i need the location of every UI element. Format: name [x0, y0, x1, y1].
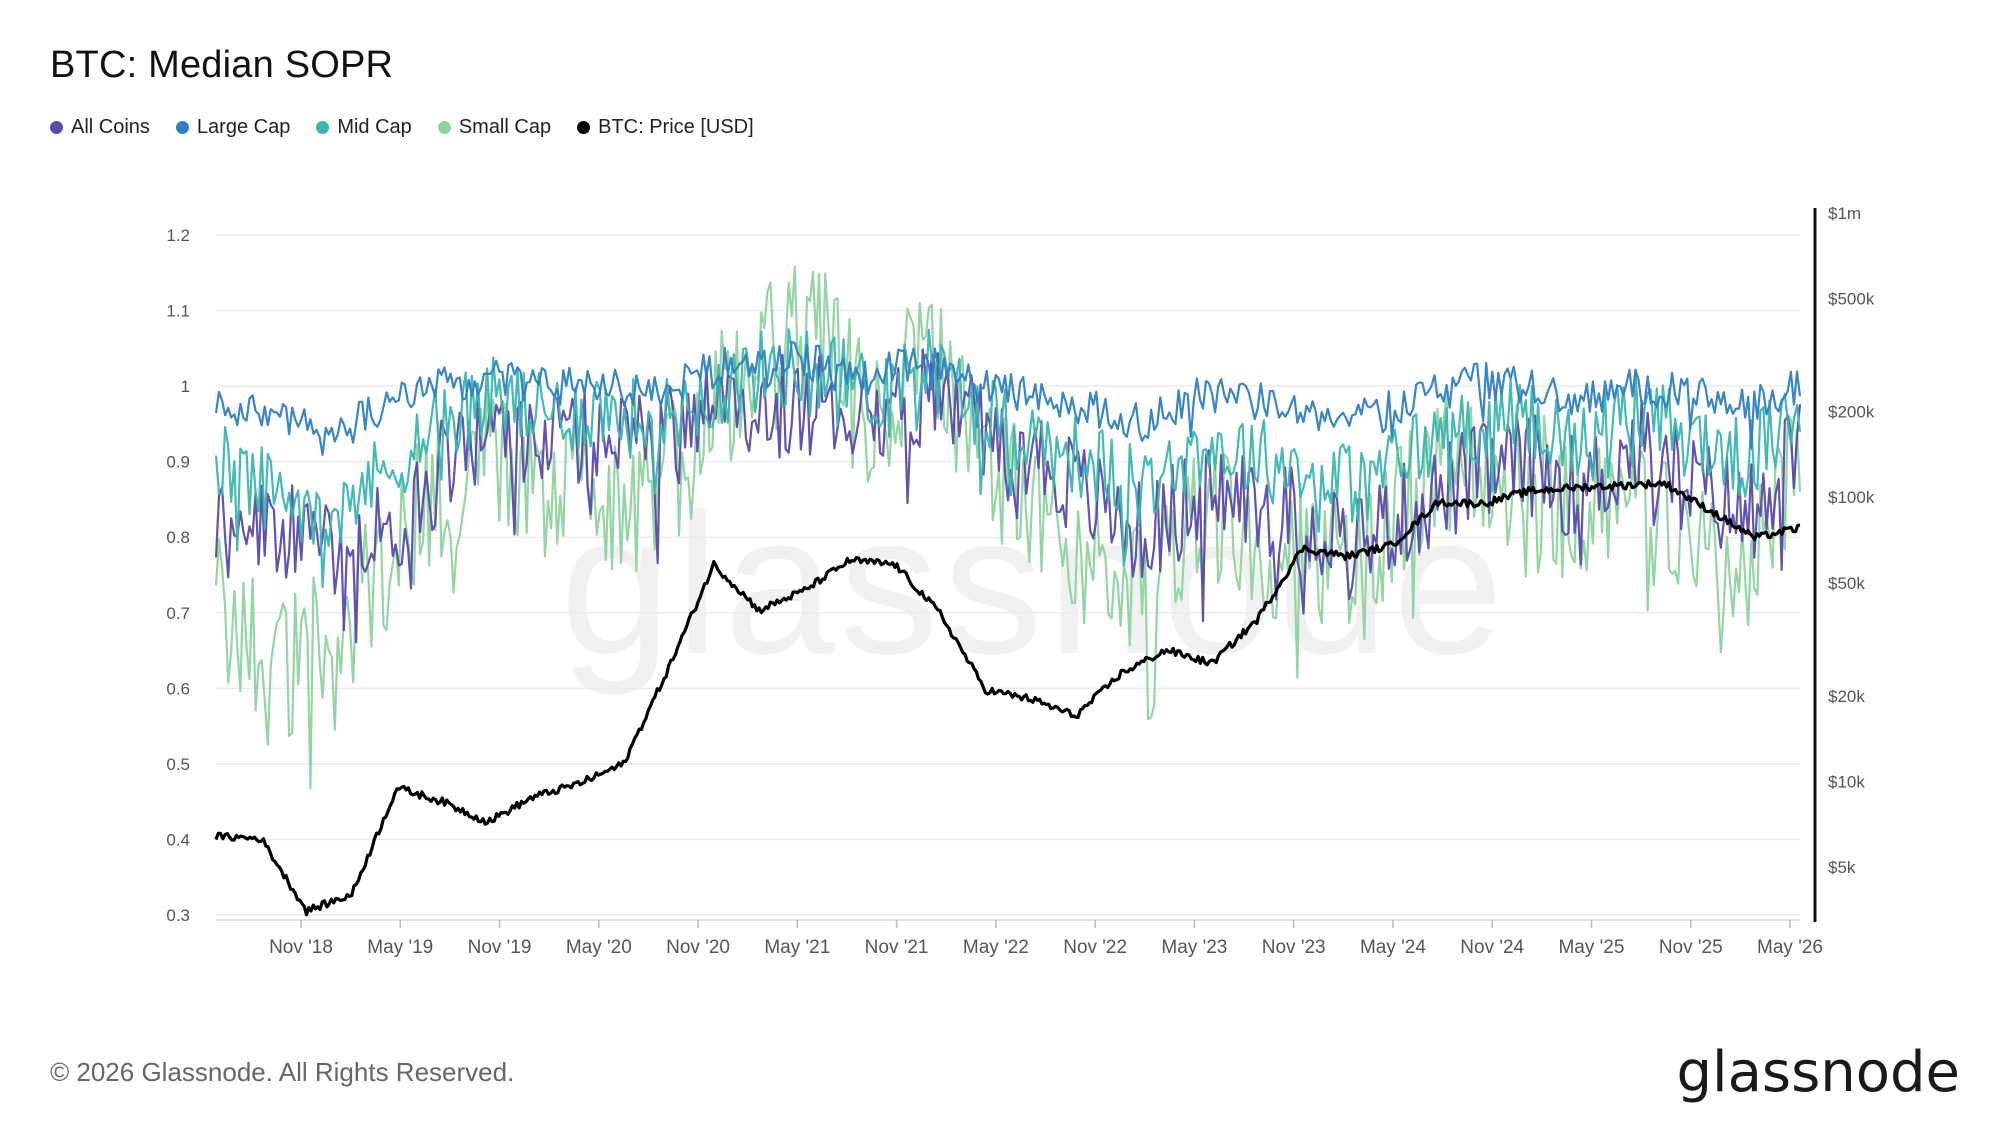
x-tick-label: May '25 — [1558, 937, 1624, 958]
legend-dot-icon — [316, 121, 330, 134]
legend-label: BTC: Price [USD] — [598, 116, 754, 138]
legend-label: Mid Cap — [337, 116, 412, 138]
right-tick-label: $500k — [1828, 290, 1875, 309]
x-tick-label: May '19 — [367, 937, 433, 958]
y-tick-label: 0.7 — [166, 604, 190, 623]
x-tick-label: May '22 — [963, 937, 1029, 958]
y-tick-label: 1.1 — [166, 302, 190, 321]
legend-dot-icon — [175, 121, 189, 134]
x-tick-label: Nov '22 — [1063, 937, 1127, 958]
x-tick-label: Nov '24 — [1460, 937, 1524, 958]
glassnode-logo: glassnode — [1676, 1040, 1960, 1105]
right-tick-label: $100k — [1828, 488, 1875, 507]
legend-item-btc-price[interactable]: BTC: Price [USD] — [577, 116, 754, 139]
legend-item-all-coins[interactable]: All Coins — [50, 116, 150, 139]
x-tick-label: Nov '21 — [865, 937, 929, 958]
copyright-footer: © 2026 Glassnode. All Rights Reserved. — [50, 1057, 515, 1087]
y-tick-label: 0.6 — [166, 679, 190, 698]
chart-title: BTC: Median SOPR — [50, 44, 394, 86]
legend-label: All Coins — [71, 116, 150, 138]
right-tick-label: $20k — [1828, 687, 1865, 706]
legend-dot-icon — [50, 121, 63, 134]
legend-label: Small Cap — [458, 116, 552, 138]
x-tick-label: Nov '23 — [1262, 937, 1326, 958]
right-tick-label: $200k — [1828, 403, 1875, 422]
x-tick-label: May '20 — [566, 937, 632, 958]
legend-item-small-cap[interactable]: Small Cap — [437, 116, 552, 139]
legend-dot-icon — [437, 121, 451, 134]
y-tick-label: 1.2 — [166, 226, 190, 245]
y-tick-label: 0.8 — [166, 528, 190, 547]
series-line-mid-cap — [214, 328, 1802, 589]
right-tick-label: $50k — [1828, 574, 1865, 593]
y-tick-label: 1 — [181, 377, 190, 396]
x-tick-label: May '24 — [1360, 937, 1426, 958]
legend-item-large-cap[interactable]: Large Cap — [175, 116, 291, 139]
y-tick-label: 0.9 — [166, 453, 190, 472]
chart-legend: All Coins Large Cap Mid Cap Small Cap BT… — [50, 116, 754, 139]
x-tick-label: May '23 — [1161, 937, 1227, 958]
x-tick-label: Nov '20 — [666, 937, 730, 958]
x-tick-label: Nov '25 — [1659, 937, 1723, 958]
right-tick-label: $5k — [1828, 858, 1856, 877]
series-line-btc-price — [214, 479, 1801, 917]
y-tick-label: 0.5 — [166, 755, 190, 774]
right-tick-label: $1m — [1828, 204, 1861, 223]
legend-dot-icon — [577, 121, 591, 134]
x-tick-label: May '21 — [764, 937, 830, 958]
x-tick-label: May '26 — [1757, 937, 1823, 958]
series-line-large-cap — [214, 340, 1802, 456]
y-tick-label: 0.3 — [166, 906, 190, 925]
legend-label: Large Cap — [196, 116, 291, 138]
legend-item-mid-cap[interactable]: Mid Cap — [316, 116, 412, 139]
right-tick-label: $10k — [1828, 772, 1865, 791]
y-tick-label: 0.4 — [166, 830, 190, 849]
x-tick-label: Nov '18 — [269, 937, 333, 958]
x-tick-label: Nov '19 — [468, 937, 532, 958]
